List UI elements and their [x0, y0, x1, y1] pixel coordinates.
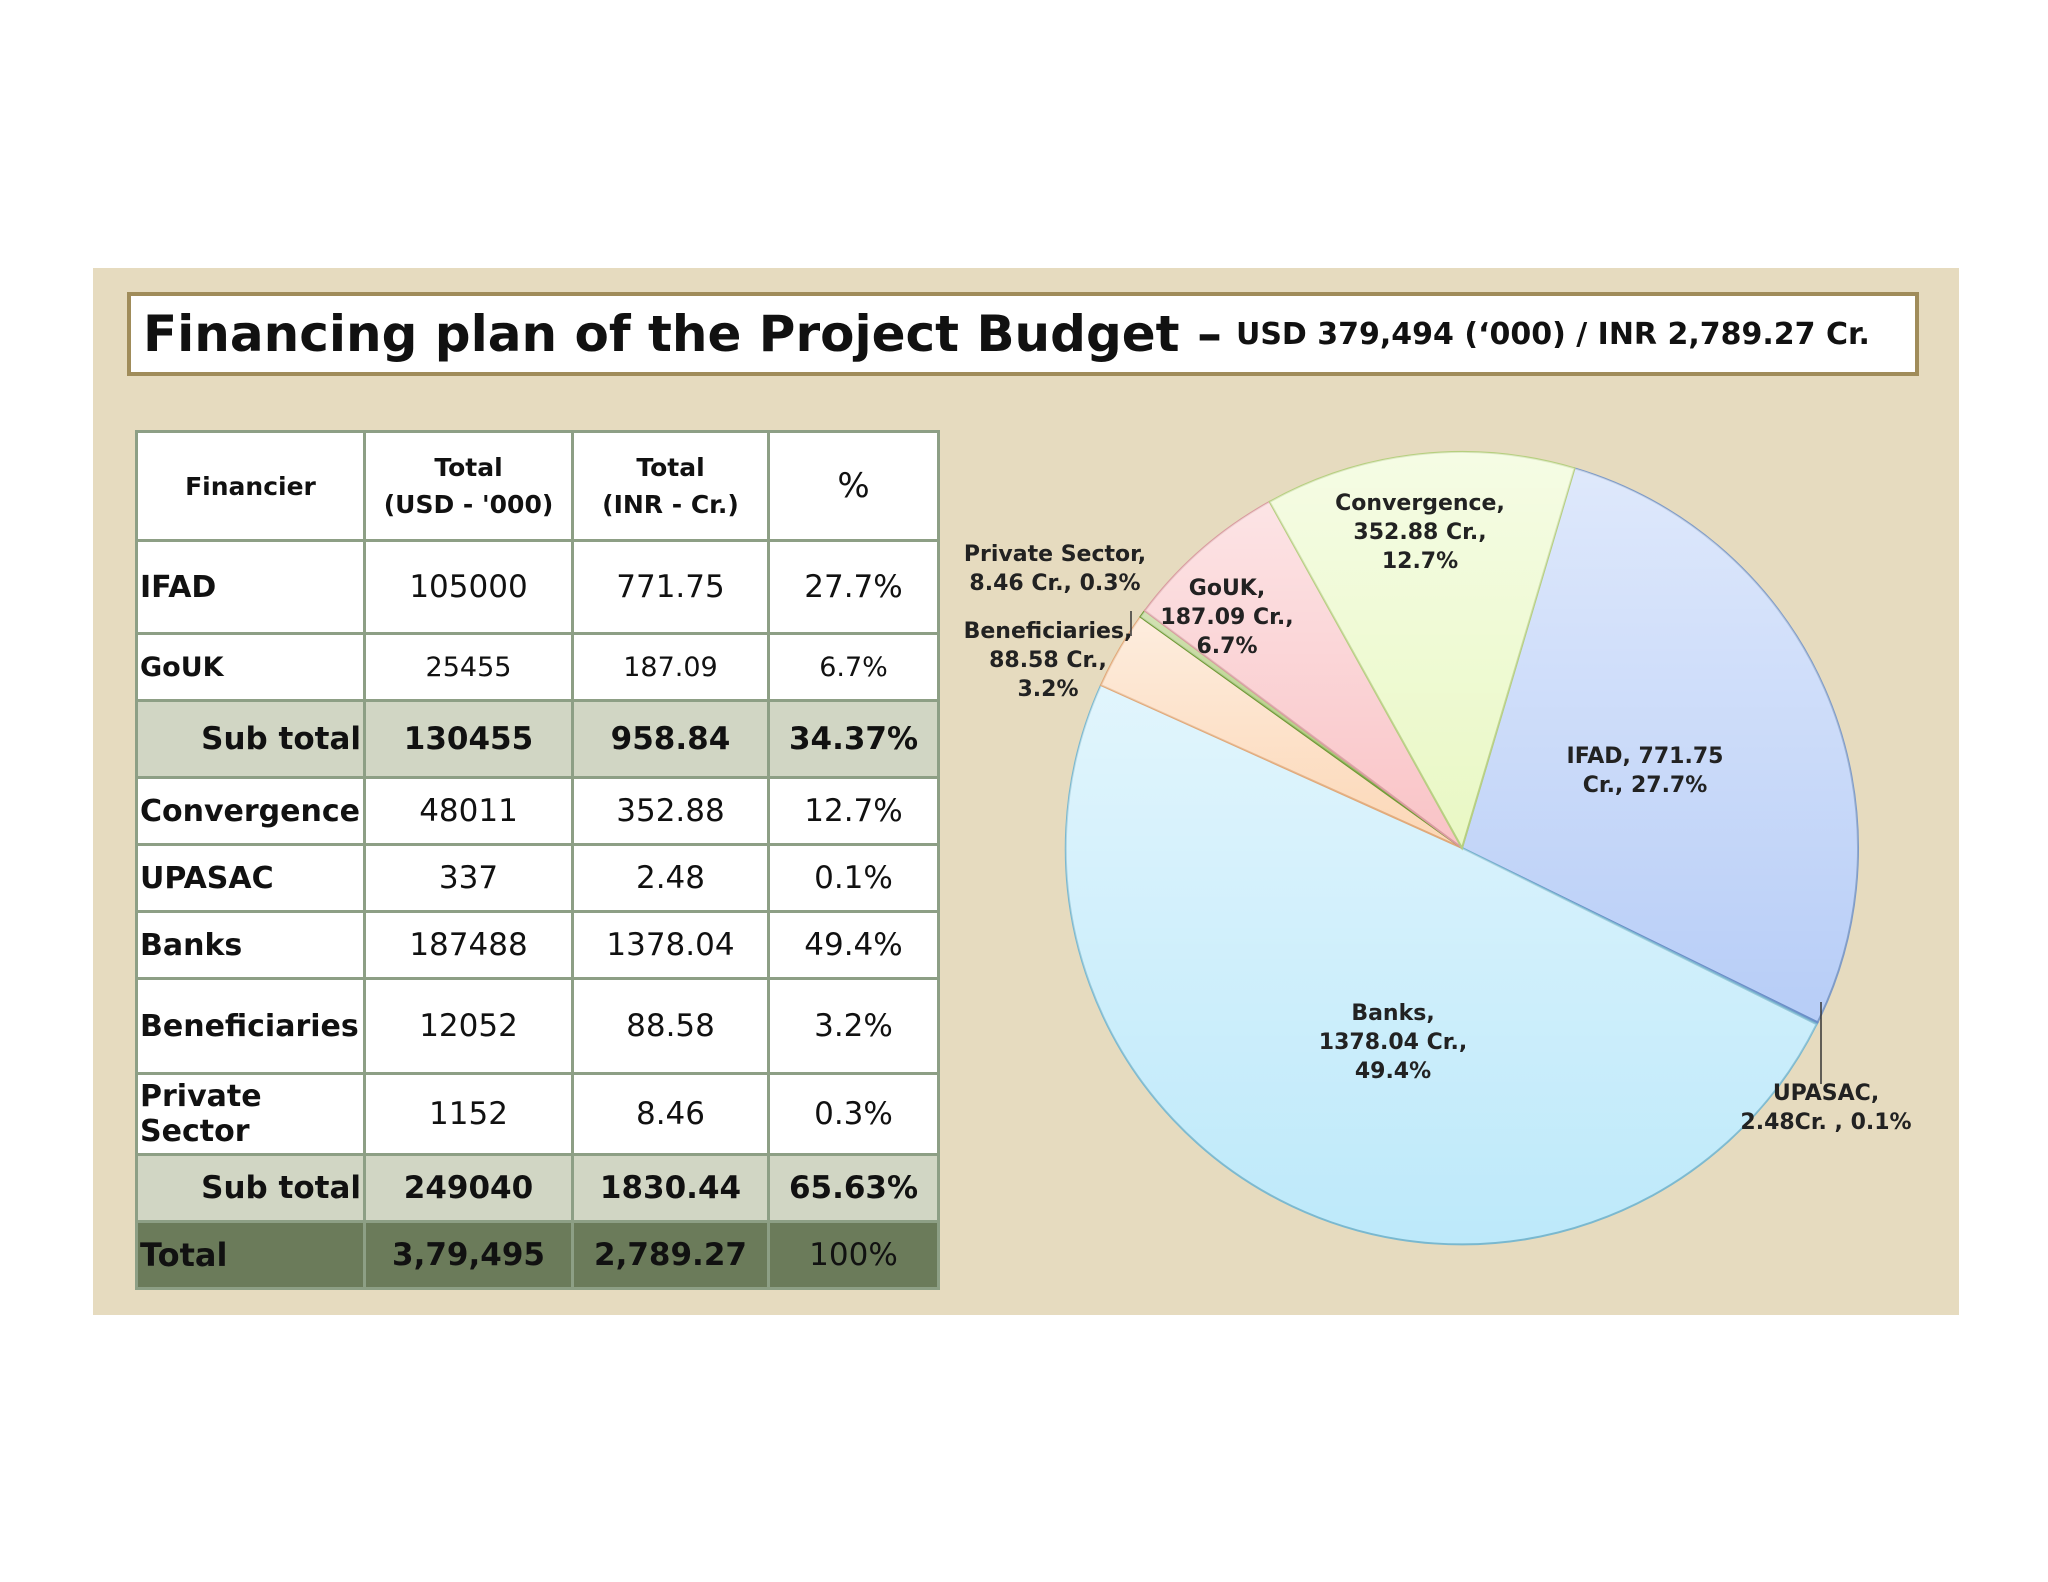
row-pct: 49.4% — [767, 910, 940, 980]
row-usd: 25455 — [363, 632, 574, 702]
row-inr: 1378.04 — [571, 910, 770, 980]
pie-label-gouk: GoUK, 187.09 Cr., 6.7% — [1160, 576, 1293, 659]
row-inr: 1830.44 — [571, 1153, 770, 1223]
row-usd: 130455 — [363, 699, 574, 779]
row-pct: 0.1% — [767, 843, 940, 913]
table-total-row: Total 3,79,495 2,789.27 100% — [135, 1220, 940, 1290]
row-usd: 1152 — [363, 1072, 574, 1156]
table-row: Beneficiaries 12052 88.58 3.2% — [135, 977, 940, 1075]
pie-slice-highlight — [1101, 616, 1462, 848]
row-usd: 337 — [363, 843, 574, 913]
table-row: Banks 187488 1378.04 49.4% — [135, 910, 940, 980]
row-inr: 2,789.27 — [571, 1220, 770, 1290]
pie-label-upasac: UPASAC, 2.48Cr. , 0.1% — [1740, 1081, 1911, 1135]
row-usd: 48011 — [363, 776, 574, 846]
row-name: Banks — [135, 910, 366, 980]
row-name: UPASAC — [135, 843, 366, 913]
row-inr: 352.88 — [571, 776, 770, 846]
pie-slice-highlight — [1144, 501, 1462, 848]
row-inr: 771.75 — [571, 539, 770, 635]
row-usd: 249040 — [363, 1153, 574, 1223]
row-pct: 65.63% — [767, 1153, 940, 1223]
row-name: GoUK — [135, 632, 366, 702]
row-name: Sub total — [135, 1153, 366, 1223]
row-pct: 3.2% — [767, 977, 940, 1075]
table-row: Convergence 48011 352.88 12.7% — [135, 776, 940, 846]
row-inr: 187.09 — [571, 632, 770, 702]
row-name: Sub total — [135, 699, 366, 779]
table-row: GoUK 25455 187.09 6.7% — [135, 632, 940, 702]
row-pct: 0.3% — [767, 1072, 940, 1156]
pie-label-convergence: Convergence, 352.88 Cr., 12.7% — [1335, 491, 1505, 574]
row-pct: 100% — [767, 1220, 940, 1290]
pie-label-banks: Banks, 1378.04 Cr., 49.4% — [1319, 1001, 1467, 1084]
table-row: IFAD 105000 771.75 27.7% — [135, 539, 940, 635]
table-row: Private Sector 1152 8.46 0.3% — [135, 1072, 940, 1156]
header-financier: Financier — [135, 430, 366, 542]
row-usd: 187488 — [363, 910, 574, 980]
table-subtotal-row: Sub total 249040 1830.44 65.63% — [135, 1153, 940, 1223]
slide-background: Financing plan of the Project Budget – U… — [93, 268, 1959, 1315]
pie-label-beneficiaries: Beneficiaries, 88.58 Cr., 3.2% — [964, 619, 1133, 702]
row-pct: 6.7% — [767, 632, 940, 702]
row-inr: 88.58 — [571, 977, 770, 1075]
table-subtotal-row: Sub total 130455 958.84 34.37% — [135, 699, 940, 779]
pie-label-private-sector: Private Sector, 8.46 Cr., 0.3% — [964, 542, 1146, 596]
row-name: IFAD — [135, 539, 366, 635]
row-name: Beneficiaries — [135, 977, 366, 1075]
row-name: Convergence — [135, 776, 366, 846]
row-pct: 27.7% — [767, 539, 940, 635]
row-usd: 105000 — [363, 539, 574, 635]
page-subtitle: USD 379,494 (‘000) / INR 2,789.27 Cr. — [1235, 316, 1870, 352]
header-percent: % — [767, 430, 940, 542]
header-total-usd: Total (USD - '000) — [363, 430, 574, 542]
row-pct: 34.37% — [767, 699, 940, 779]
financing-table: Financier Total (USD - '000) Total (INR … — [135, 430, 940, 1290]
row-inr: 958.84 — [571, 699, 770, 779]
header-total-inr: Total (INR - Cr.) — [571, 430, 770, 542]
pie-slice-highlight — [1065, 685, 1817, 1245]
row-inr: 8.46 — [571, 1072, 770, 1156]
title-box: Financing plan of the Project Budget – U… — [127, 292, 1919, 376]
row-usd: 3,79,495 — [363, 1220, 574, 1290]
pie-slice-highlight — [1462, 468, 1859, 1023]
table-header-row: Financier Total (USD - '000) Total (INR … — [135, 430, 940, 542]
row-usd: 12052 — [363, 977, 574, 1075]
row-name: Total — [135, 1220, 366, 1290]
row-inr: 2.48 — [571, 843, 770, 913]
pie-slice-highlight — [1269, 451, 1575, 848]
row-name: Private Sector — [135, 1072, 366, 1156]
pie-label-ifad: IFAD, 771.75 Cr., 27.7% — [1567, 744, 1724, 798]
table-row: UPASAC 337 2.48 0.1% — [135, 843, 940, 913]
page-title: Financing plan of the Project Budget – — [143, 305, 1222, 363]
row-pct: 12.7% — [767, 776, 940, 846]
